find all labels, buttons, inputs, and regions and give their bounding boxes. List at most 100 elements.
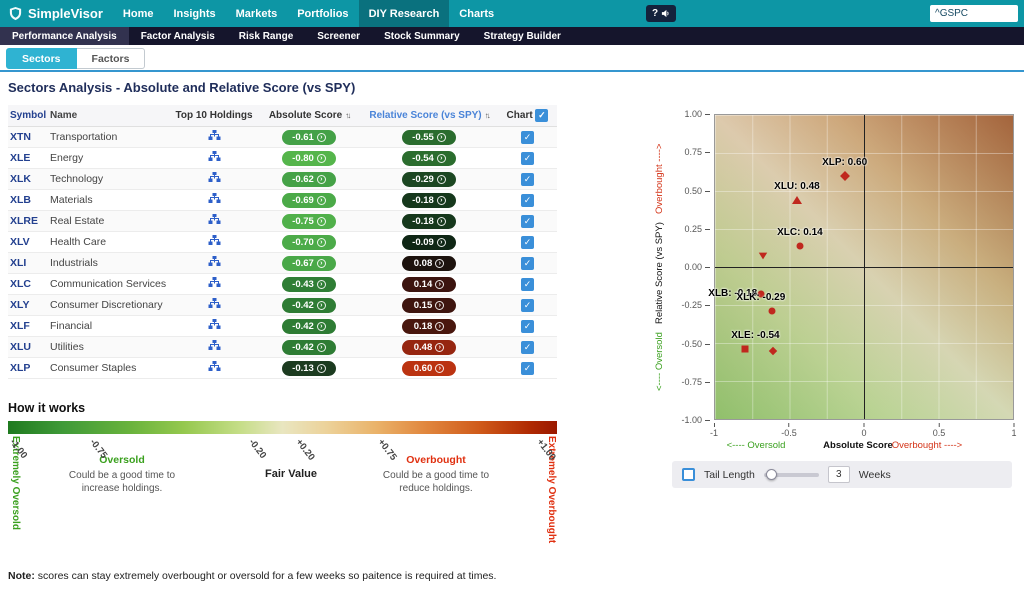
top10-holdings-icon[interactable] xyxy=(208,235,221,246)
sector-name: Consumer Discretionary xyxy=(50,299,163,311)
relative-score-badge[interactable]: 0.08 › xyxy=(402,255,456,271)
top10-holdings-icon[interactable] xyxy=(208,214,221,225)
absolute-score-badge[interactable]: -0.42 › xyxy=(282,339,336,355)
top10-holdings-icon[interactable] xyxy=(208,340,221,351)
relative-score-badge[interactable]: -0.55 › xyxy=(402,129,456,145)
oversold-title: Oversold xyxy=(99,454,145,466)
help-button[interactable]: ? xyxy=(646,5,677,22)
top10-holdings-icon[interactable] xyxy=(208,319,221,330)
top10-holdings-icon[interactable] xyxy=(208,151,221,162)
tail-length-checkbox[interactable] xyxy=(682,468,695,481)
topnav-item-diy-research[interactable]: DIY Research xyxy=(358,0,450,27)
chart-checkbox[interactable]: ✓ xyxy=(521,256,534,270)
relative-score-badge[interactable]: -0.18 › xyxy=(402,213,456,229)
tab-sectors[interactable]: Sectors xyxy=(6,48,77,69)
topnav-item-charts[interactable]: Charts xyxy=(459,7,495,20)
absolute-score-badge[interactable]: -0.69 › xyxy=(282,192,336,208)
relative-score-badge[interactable]: -0.54 › xyxy=(402,150,456,166)
absolute-score-badge[interactable]: -0.42 › xyxy=(282,297,336,313)
symbol-link[interactable]: XLI xyxy=(10,257,27,269)
tail-length-input[interactable] xyxy=(827,466,850,483)
symbol-link[interactable]: XLB xyxy=(10,194,31,206)
chart-checkbox[interactable]: ✓ xyxy=(521,193,534,207)
absolute-score-badge[interactable]: -0.42 › xyxy=(282,318,336,334)
relative-score-badge[interactable]: 0.15 › xyxy=(402,297,456,313)
symbol-link[interactable]: XLE xyxy=(10,152,31,164)
relative-score-badge[interactable]: 0.18 › xyxy=(402,318,456,334)
sector-name: Industrials xyxy=(50,257,98,269)
topnav-item-markets[interactable]: Markets xyxy=(235,7,278,20)
relative-score-badge[interactable]: -0.09 › xyxy=(402,234,456,250)
chart-checkbox[interactable]: ✓ xyxy=(521,361,534,375)
subnav-item-factor-analysis[interactable]: Factor Analysis xyxy=(140,30,215,42)
absolute-score-badge[interactable]: -0.43 › xyxy=(282,276,336,292)
relative-score-cell: -0.18 › xyxy=(360,213,498,229)
subnav-item-screener[interactable]: Screener xyxy=(317,30,361,42)
x-axis-title: <---- Oversold Absolute Score Overbought… xyxy=(714,440,1014,454)
symbol-link[interactable]: XLF xyxy=(10,320,30,332)
subnav-item-performance-analysis[interactable]: Performance Analysis xyxy=(0,27,129,45)
symbol-link[interactable]: XLP xyxy=(10,362,31,374)
x-axis-label: Absolute Score xyxy=(823,440,893,451)
chart-checkbox[interactable]: ✓ xyxy=(521,214,534,228)
topnav-item-portfolios[interactable]: Portfolios xyxy=(297,7,349,20)
sort-icon[interactable]: ↑↓ xyxy=(345,111,351,120)
oversold-zone: Oversold Could be a good time to increas… xyxy=(66,454,178,495)
absolute-score-badge[interactable]: -0.61 › xyxy=(282,129,336,145)
chart-checkbox[interactable]: ✓ xyxy=(521,172,534,186)
top10-holdings-icon[interactable] xyxy=(208,130,221,141)
absolute-score-badge[interactable]: -0.80 › xyxy=(282,150,336,166)
tail-length-slider[interactable] xyxy=(763,468,819,480)
top10-holdings-icon[interactable] xyxy=(208,298,221,309)
absolute-score-badge[interactable]: -0.13 › xyxy=(282,360,336,376)
header-relative-score[interactable]: Relative Score (vs SPY) ↑↓ xyxy=(360,110,498,121)
chart-checkbox[interactable]: ✓ xyxy=(521,235,534,249)
subnav-item-strategy-builder[interactable]: Strategy Builder xyxy=(483,30,561,42)
symbol-link[interactable]: XLRE xyxy=(10,215,39,227)
symbol-link[interactable]: XLY xyxy=(10,299,30,311)
absolute-score-badge[interactable]: -0.62 › xyxy=(282,171,336,187)
symbol-link[interactable]: XLC xyxy=(10,278,31,290)
absolute-score-badge[interactable]: -0.67 › xyxy=(282,255,336,271)
subnav-item-stock-summary[interactable]: Stock Summary xyxy=(384,30,460,42)
top10-holdings-icon[interactable] xyxy=(208,361,221,372)
topnav-item-home[interactable]: Home xyxy=(122,7,154,20)
chart-checkbox[interactable]: ✓ xyxy=(521,151,534,165)
symbol-link[interactable]: XLU xyxy=(10,341,31,353)
chart-checkbox[interactable]: ✓ xyxy=(521,298,534,312)
sort-icon[interactable]: ↑↓ xyxy=(484,111,491,120)
y-axis-tick: 0.25 xyxy=(684,224,710,234)
sector-name: Energy xyxy=(50,152,84,164)
topnav-item-insights[interactable]: Insights xyxy=(173,7,216,20)
top10-holdings-icon[interactable] xyxy=(208,172,221,183)
chart-select-all-checkbox[interactable]: ✓ xyxy=(535,109,549,122)
ticker-search-input[interactable] xyxy=(930,5,1018,22)
y-axis-title: <---- Oversold Relative Score (vs SPY) O… xyxy=(654,114,665,420)
symbol-link[interactable]: XTN xyxy=(10,131,31,143)
absolute-score-badge[interactable]: -0.75 › xyxy=(282,213,336,229)
chart-checkbox[interactable]: ✓ xyxy=(521,277,534,291)
data-point-diamond xyxy=(768,346,778,355)
top10-holdings-icon[interactable] xyxy=(208,193,221,204)
chart-checkbox[interactable]: ✓ xyxy=(521,130,534,144)
relative-score-badge[interactable]: 0.60 › xyxy=(402,360,456,376)
expand-icon: › xyxy=(316,300,326,310)
top10-holdings-icon[interactable] xyxy=(208,256,221,267)
header-absolute-score[interactable]: Absolute Score ↑↓ xyxy=(258,110,360,121)
chart-checkbox[interactable]: ✓ xyxy=(521,340,534,354)
brand[interactable]: SimpleVisor xyxy=(0,6,113,21)
relative-score-badge[interactable]: -0.29 › xyxy=(402,171,456,187)
tab-factors[interactable]: Factors xyxy=(76,48,146,69)
symbol-link[interactable]: XLV xyxy=(10,236,30,248)
slider-knob[interactable] xyxy=(765,468,777,480)
x-axis-tick: 0.5 xyxy=(933,423,946,438)
chart-checkbox[interactable]: ✓ xyxy=(521,319,534,333)
relative-score-badge[interactable]: -0.18 › xyxy=(402,192,456,208)
symbol-link[interactable]: XLK xyxy=(10,173,31,185)
subnav-item-risk-range[interactable]: Risk Range xyxy=(238,30,294,42)
relative-score-badge[interactable]: 0.48 › xyxy=(402,339,456,355)
top10-holdings-icon[interactable] xyxy=(208,277,221,288)
relative-score-badge[interactable]: 0.14 › xyxy=(402,276,456,292)
chart-cell: ✓ xyxy=(498,298,557,312)
absolute-score-badge[interactable]: -0.70 › xyxy=(282,234,336,250)
